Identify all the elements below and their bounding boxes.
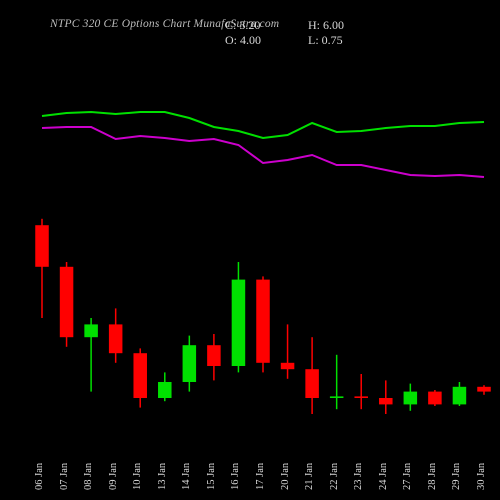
candle-body	[354, 396, 368, 398]
candle-body	[330, 396, 344, 398]
candle-body	[453, 387, 467, 405]
x-tick-label: 23 Jan	[353, 463, 364, 490]
x-tick-label: 15 Jan	[206, 463, 217, 490]
candle-body	[109, 324, 123, 353]
x-tick-label: 28 Jan	[427, 463, 438, 490]
chart-container: NTPC 320 CE Options Chart MunafaSutra.co…	[0, 0, 500, 500]
x-tick-label: 30 Jan	[476, 463, 487, 490]
candle-body	[256, 280, 270, 363]
candle-body	[232, 280, 246, 366]
line-green	[42, 112, 484, 138]
line-magenta	[42, 127, 484, 177]
x-tick-label: 24 Jan	[378, 463, 389, 490]
candle-body	[158, 382, 172, 398]
x-tick-label: 08 Jan	[83, 463, 94, 490]
x-tick-label: 29 Jan	[451, 463, 462, 490]
x-tick-label: 21 Jan	[304, 463, 315, 490]
x-axis-labels: 06 Jan 07 Jan 08 Jan 09 Jan 10 Jan 13 Jan 14 J…	[0, 440, 500, 500]
candle-body	[305, 369, 319, 398]
candle-body	[35, 225, 49, 267]
x-tick-label: 20 Jan	[280, 463, 291, 490]
candle-body	[84, 324, 98, 337]
candle-body	[477, 387, 491, 392]
candle-body	[133, 353, 147, 398]
candle-body	[60, 267, 74, 337]
x-tick-label: 13 Jan	[157, 463, 168, 490]
candle-body	[207, 345, 221, 366]
x-tick-label: 06 Jan	[34, 463, 45, 490]
candle-body	[183, 345, 197, 382]
candle-body	[379, 398, 393, 404]
x-tick-label: 16 Jan	[230, 463, 241, 490]
candlestick-series	[35, 219, 491, 414]
x-tick-label: 07 Jan	[59, 463, 70, 490]
x-tick-label: 22 Jan	[329, 463, 340, 490]
x-tick-label: 27 Jan	[402, 463, 413, 490]
x-tick-label: 10 Jan	[132, 463, 143, 490]
x-tick-label: 14 Jan	[181, 463, 192, 490]
candle-body	[428, 392, 442, 405]
candle-body	[281, 363, 295, 369]
x-tick-label: 17 Jan	[255, 463, 266, 490]
candle-body	[404, 392, 418, 405]
x-tick-label: 09 Jan	[108, 463, 119, 490]
chart-svg	[0, 0, 500, 500]
indicator-lines	[42, 112, 484, 177]
